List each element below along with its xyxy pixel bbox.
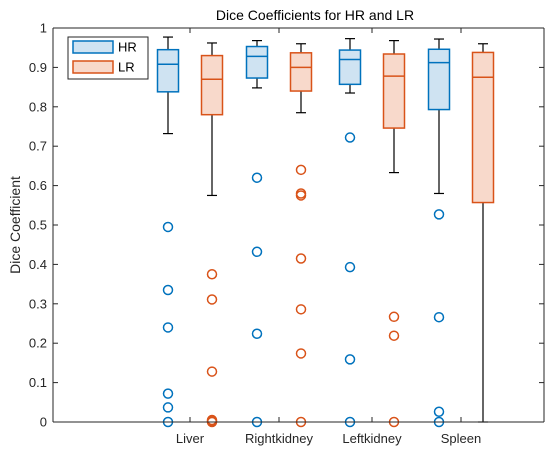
outlier-point [295,348,307,359]
y-tick-label: 0 [40,415,47,430]
outlier-point [344,261,356,273]
outlier-point [162,322,174,333]
outlier-point [206,366,218,377]
x-tick-label: Leftkidney [342,431,402,446]
outlier-point [388,311,400,323]
outlier-point [344,132,356,143]
outlier-point [251,328,263,339]
y-tick-label: 0.2 [29,336,47,351]
outlier-point [295,253,307,264]
chart-marks [156,36,495,428]
y-tick-label: 0.5 [29,218,47,233]
box-iqr [245,45,269,79]
box-hr-spleen [427,38,451,428]
outlier-point [295,190,307,201]
y-tick-label: 0.7 [29,139,47,154]
box-iqr [200,54,224,116]
legend-swatch-lr [72,60,114,74]
outlier-point [433,406,445,418]
box-iqr [338,49,362,86]
y-tick-label: 0.4 [29,257,47,272]
box-lr-rightkidney [289,43,313,428]
x-tick-label: Rightkidney [245,431,313,446]
legend-label-lr: LR [118,60,135,75]
outlier-point [251,246,263,258]
x-tick-label: Spleen [441,431,481,446]
outlier-point [433,311,445,323]
outlier-point [162,284,174,296]
plot-area [53,28,544,422]
outlier-point [162,388,174,399]
outlier-point [251,172,263,183]
x-tick-label: Liver [176,431,205,446]
box-lr-spleen [471,43,495,423]
y-tick-label: 1 [40,21,47,36]
legend-swatch-hr [72,40,114,54]
outlier-point [206,294,218,305]
outlier-point [388,330,400,341]
outlier-point [206,269,218,280]
box-iqr [382,53,406,129]
box-iqr [471,51,495,204]
y-tick-label: 0.3 [29,296,47,311]
box-iqr [289,52,313,92]
box-iqr [427,48,451,111]
legend-label-hr: HR [118,40,137,55]
outlier-point [433,209,445,220]
y-tick-label: 0.8 [29,99,47,114]
y-tick-label: 0.6 [29,178,47,193]
box-hr-liver [156,36,180,428]
box-hr-rightkidney [245,40,269,428]
outlier-point [295,304,307,315]
y-tick-label: 0.1 [29,375,47,390]
chart-title: Dice Coefficients for HR and LR [216,7,414,23]
axis-ticks: 0 0.1 0.2 0.3 0.4 0.5 0.6 0.7 0.8 0.9 1 Liver Rightk… [29,21,544,446]
box-iqr [156,48,180,93]
legend: HR LR [67,36,149,80]
outlier-point [162,402,174,413]
outlier-point [295,164,307,176]
y-tick-label: 0.9 [29,60,47,75]
box-lr-liver [200,42,224,428]
y-axis-label: Dice Coefficient [7,176,23,274]
outlier-point [162,221,174,233]
outlier-point [344,354,356,365]
